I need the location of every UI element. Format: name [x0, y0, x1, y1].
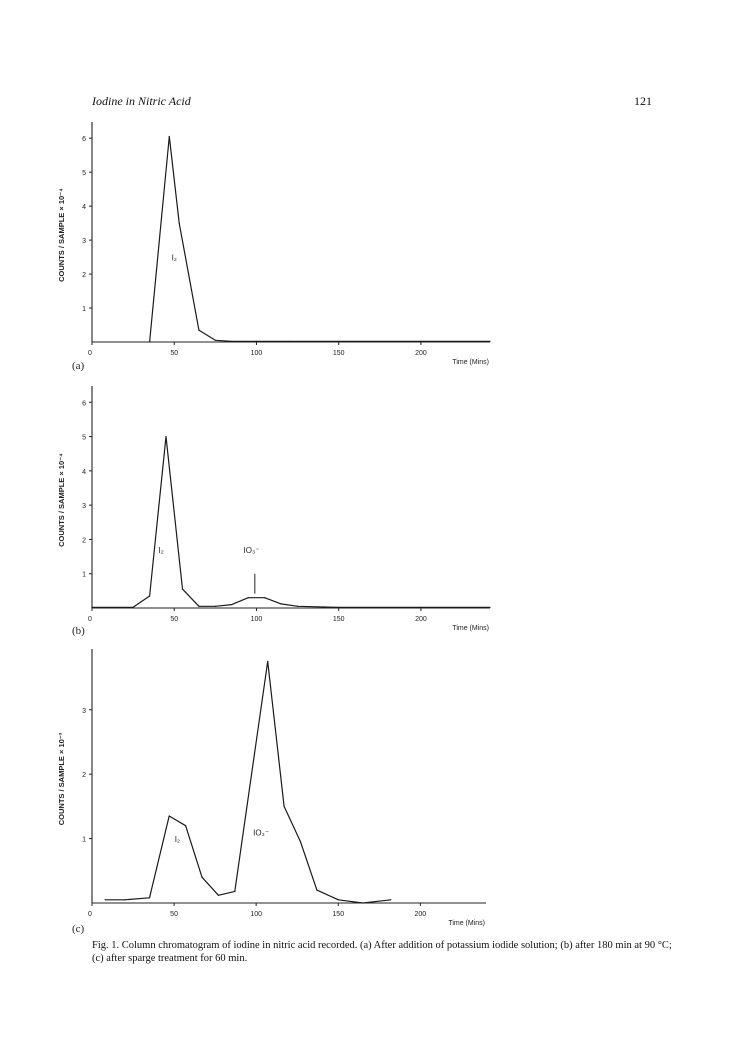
panel-3-peak-annotation: I₂ — [175, 835, 180, 844]
panel-2-data-point — [489, 606, 491, 608]
panel-1-data-point — [148, 341, 151, 343]
panel-2-x-tick-label: 200 — [415, 616, 427, 623]
panel-2-x-tick-label: 0 — [88, 616, 92, 623]
panel-3-y-tick-label: 3 — [82, 708, 86, 715]
panel-1-x-tick-label: 200 — [415, 350, 427, 357]
panel-1-y-tick-label: 3 — [82, 238, 86, 245]
panel-2-peak-annotation: I₂ — [158, 546, 163, 555]
panel-2-y-tick-label: 2 — [82, 537, 86, 544]
panel-3-data-point — [201, 876, 203, 878]
panel-1-data-point — [168, 135, 170, 138]
panel-3-data-point — [362, 902, 364, 904]
panel-2-data-point — [264, 597, 266, 599]
panel-1-y-tick-label: 2 — [82, 272, 86, 279]
panel-1-y-tick-label: 1 — [82, 306, 86, 313]
panel-1-series-line — [149, 135, 490, 343]
panel-2-panel-label: (b) — [72, 625, 85, 637]
panel-2-data-point — [198, 605, 200, 607]
panel-1-panel-label: (a) — [72, 360, 85, 372]
panel-2-data-point — [214, 605, 216, 607]
panel-3-series-line — [105, 660, 391, 904]
panel-3-y-tick-label: 1 — [82, 837, 86, 844]
panel-2-data-point — [165, 435, 167, 438]
panel-1-peak-annotation: I₂ — [172, 253, 177, 262]
panel-2-y-tick-label: 6 — [82, 400, 86, 407]
panel-3-data-point — [184, 825, 187, 827]
panel-1-x-tick-label: 150 — [333, 350, 345, 357]
panel-3-panel-label: (c) — [72, 923, 85, 935]
panel-2-series-line — [92, 436, 490, 608]
panel-2-y-tick-label: 3 — [82, 503, 86, 510]
panel-2-y-axis-label: COUNTS / SAMPLE × 10⁻⁴ — [57, 453, 66, 547]
panel-1-y-tick-label: 5 — [82, 170, 86, 177]
panel-3-y-axis-label: COUNTS / SAMPLE × 10⁻³ — [57, 732, 66, 825]
panel-3-data-point — [217, 894, 220, 896]
panel-2-data-point — [280, 603, 282, 605]
panel-1-data-point — [231, 340, 233, 342]
panel-1-data-point — [178, 222, 180, 224]
panel-3-x-tick-label: 50 — [170, 911, 178, 918]
panel-1-y-axis-label: COUNTS / SAMPLE × 10⁻⁴ — [57, 188, 66, 282]
page-number: 121 — [634, 94, 652, 108]
panel-3-data-point — [148, 897, 151, 899]
panel-1-x-tick-label: 50 — [170, 350, 178, 357]
panel-1-data-point — [214, 339, 216, 341]
panel-1-x-tick-label: 0 — [88, 350, 92, 357]
panel-2-peak-annotation: IO₃⁻ — [244, 546, 260, 555]
panel-2-x-tick-label: 150 — [333, 616, 345, 623]
panel-3-x-tick-label: 0 — [88, 911, 92, 918]
panel-2-y-tick-label: 4 — [82, 469, 86, 476]
panel-3-data-point — [390, 899, 392, 901]
panel-2-data-point — [181, 588, 184, 590]
panel-1-y-tick-label: 4 — [82, 204, 86, 211]
running-title: Iodine in Nitric Acid — [92, 94, 191, 108]
panel-2-x-tick-label: 50 — [170, 616, 178, 623]
panel-3-data-point — [104, 899, 106, 901]
panel-1-x-axis-label: Time (Mins) — [452, 359, 489, 366]
panel-2-data-point — [148, 595, 151, 597]
panel-3-x-tick-label: 150 — [332, 911, 344, 918]
panel-2-y-tick-label: 1 — [82, 572, 86, 579]
panel-2-data-point — [231, 603, 233, 606]
panel-1-data-point — [198, 329, 200, 331]
panel-2-data-point — [132, 606, 134, 608]
panel-2-data-point — [247, 597, 249, 599]
panel-3-x-tick-label: 100 — [250, 911, 262, 918]
panel-2-data-point — [420, 606, 422, 608]
panel-3-data-point — [299, 841, 302, 843]
panel-3-data-point — [267, 660, 269, 663]
panel-3-peak-annotation: IO₃⁻ — [253, 828, 269, 837]
panel-1-data-point — [420, 340, 422, 342]
panel-3-data-point — [337, 899, 339, 901]
panel-3-data-point — [124, 899, 126, 901]
panel-3-x-axis-label: Time (Mins) — [448, 920, 485, 927]
panel-1-y-tick-label: 6 — [82, 136, 86, 143]
panel-3-data-point — [283, 805, 285, 807]
panel-3-data-point — [316, 889, 318, 891]
panel-2-data-point — [91, 606, 93, 608]
panel-1-data-point — [288, 340, 290, 342]
panel-2-data-point — [338, 606, 340, 608]
panel-3-x-tick-label: 200 — [414, 911, 426, 918]
panel-2-data-point — [296, 605, 299, 607]
panel-2-x-axis-label: Time (Mins) — [452, 625, 489, 632]
panel-3-data-point — [234, 890, 236, 893]
figure-caption: Fig. 1. Column chromatogram of iodine in… — [92, 940, 672, 964]
panel-1-x-tick-label: 100 — [251, 350, 263, 357]
panel-1-data-point — [489, 340, 491, 342]
panel-1-data-point — [255, 340, 258, 342]
panel-2-y-tick-label: 5 — [82, 435, 86, 442]
panel-3-data-point — [168, 815, 170, 817]
panel-1-data-point — [338, 340, 340, 342]
panel-2-x-tick-label: 100 — [251, 616, 263, 623]
panel-3-y-tick-label: 2 — [82, 772, 86, 779]
